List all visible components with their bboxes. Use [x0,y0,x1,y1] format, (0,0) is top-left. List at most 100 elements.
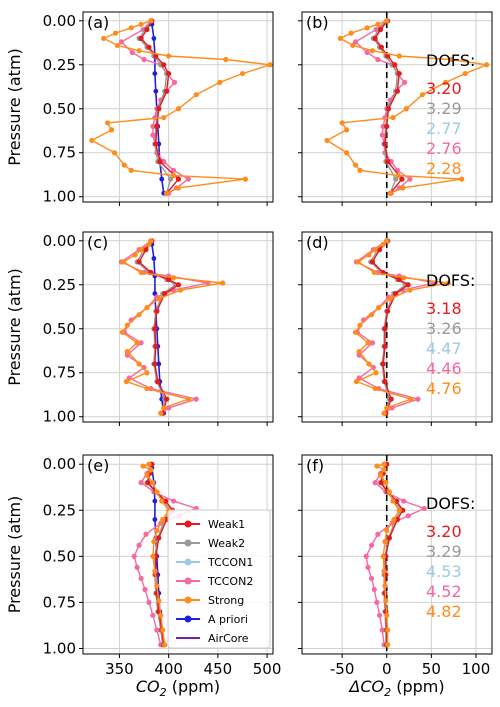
data-point [382,583,388,589]
x-tick-label: 500 [253,660,282,678]
data-point [143,246,149,253]
data-point [146,599,152,606]
legend-marker [184,577,192,585]
panel-c: 0.00 0.25 0.50 0.75 1.00 (c) Pressure (atm) [5,231,274,426]
data-point [161,405,167,411]
data-point [324,137,330,144]
data-point [448,56,454,63]
data-point [385,158,391,165]
data-point [170,167,177,173]
data-point [407,287,413,293]
y-tick-label: 0.75 [43,593,76,611]
data-point [175,176,182,182]
legend-item-weak2: Weak2 [176,537,245,550]
data-point [382,141,388,147]
data-point [166,276,172,283]
data-point [175,106,182,112]
x-tick-label: 450 [204,660,233,678]
legend-item-tccon1: TCCON1 [176,556,253,569]
legend-item-a-priori: A priori [176,613,248,626]
data-point [419,92,426,98]
data-point [118,39,124,45]
series-tccon2 [118,238,211,416]
data-point [152,498,158,504]
legend-item-tccon2: TCCON2 [176,575,253,588]
y-tick-label: 0.50 [43,320,76,338]
series-tccon2 [363,461,427,648]
legend-label: Strong [208,594,244,607]
data-point [175,282,182,288]
dofs-value-strong: 4.82 [426,602,462,621]
data-point [376,305,382,311]
data-point [366,361,372,367]
data-point [384,527,390,534]
dofs-value-weak1: 3.20 [426,79,462,98]
data-point [134,340,140,346]
data-point [380,241,386,247]
series-strong [324,18,490,196]
data-point [148,467,154,473]
data-point [396,507,402,513]
series-strong [119,238,226,416]
data-point [144,305,150,311]
legend-label: Weak1 [208,518,245,531]
data-point [380,553,386,559]
dofs-value-strong: 4.76 [426,379,462,398]
data-point [368,312,375,318]
y-tick-label: 0.00 [43,232,76,250]
data-point [377,612,383,618]
data-point [144,370,150,376]
data-point [386,489,393,495]
x-tick-label: 50 [422,660,441,678]
x-tick-label: -50 [330,660,355,678]
data-point [379,132,385,138]
legend-marker [184,615,192,623]
data-point [124,349,130,355]
data-point [150,132,156,138]
data-point [384,405,390,411]
data-point [140,463,146,469]
data-point [153,88,159,94]
data-point [89,137,95,144]
data-point [166,53,172,59]
data-point [156,535,162,541]
data-point [120,259,126,265]
data-point [339,120,345,126]
data-point [395,173,401,179]
data-point [177,287,184,293]
legend-label: A priori [208,613,248,626]
series-line [121,240,223,414]
data-point [124,322,130,328]
legend-marker [184,596,192,604]
data-point [105,120,111,126]
data-point [142,586,148,593]
data-point [396,53,402,59]
data-point [152,517,158,522]
panel-d: (d) DOFS: 3.183.264.474.464.76 [298,231,493,426]
dofs-value-weak1: 3.18 [426,299,462,318]
panel-label: (c) [87,233,108,252]
data-point [154,527,160,534]
data-point [151,35,157,41]
data-point [131,553,137,559]
data-point [138,269,144,276]
data-point [134,564,140,570]
data-point [151,539,157,545]
legend-marker [184,539,192,547]
data-point [373,370,379,376]
data-point [407,176,413,182]
y-tick-label: 1.00 [43,639,76,657]
data-point [337,35,343,41]
data-point [369,48,376,54]
data-point [390,498,396,504]
legend-box [167,509,271,649]
series-line [120,240,209,414]
dofs-value-tccon2: 2.76 [426,139,462,158]
data-point [382,326,388,332]
data-point [356,349,362,355]
panel-b: (b) DOFS: 3.203.292.772.762.28 [298,11,493,206]
data-point [484,62,490,68]
data-point [382,343,388,349]
data-point [154,489,160,495]
y-tick-label: 1.00 [43,408,76,426]
